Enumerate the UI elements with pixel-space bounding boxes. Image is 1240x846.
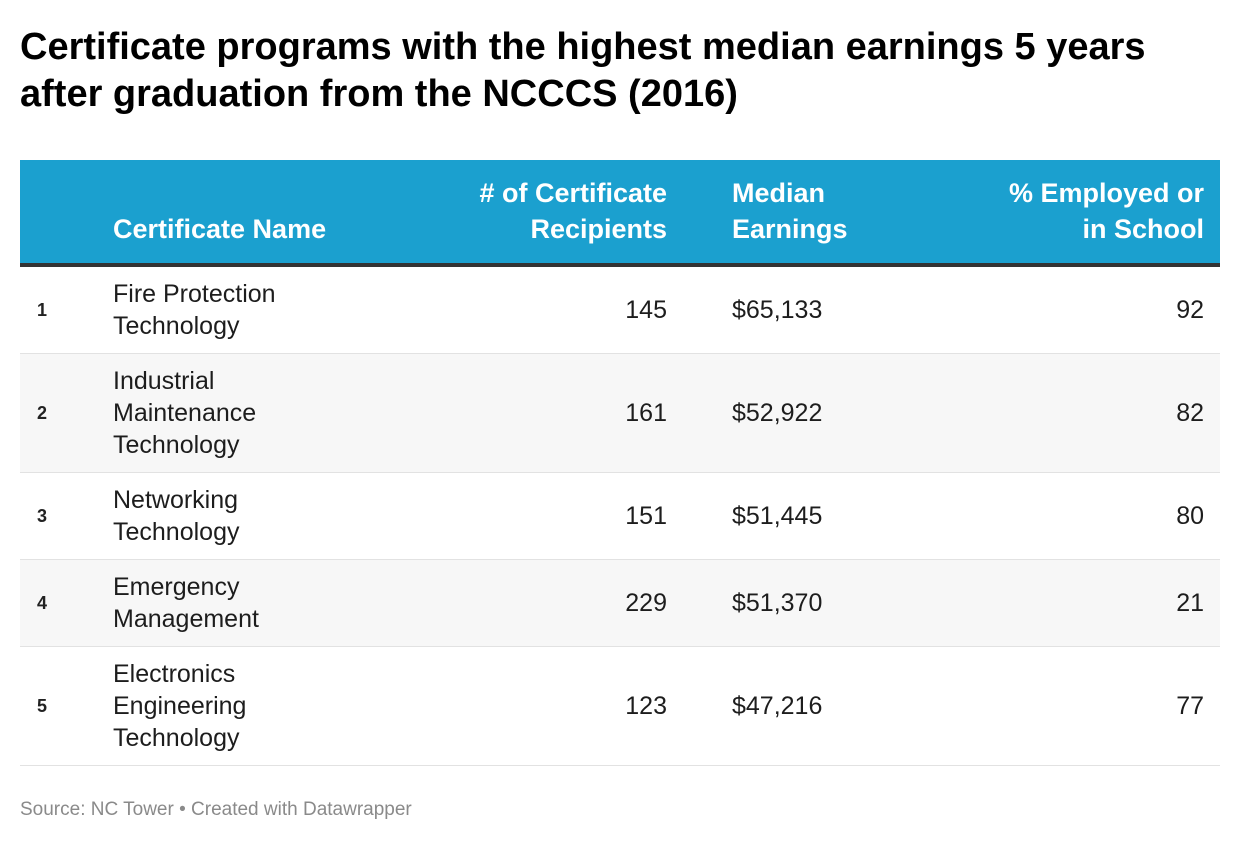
- header-recipients-line-1: # of Certificate: [479, 178, 667, 208]
- row-rank: 1: [37, 300, 48, 320]
- recipients-value: 145: [625, 296, 667, 324]
- data-table: Certificate Name # of Certificate Recipi…: [20, 160, 1220, 766]
- row-rank: 4: [37, 593, 48, 613]
- row-rank: 5: [37, 696, 48, 716]
- median-earnings-value: $52,922: [732, 399, 823, 427]
- header-certificate-name[interactable]: Certificate Name: [113, 214, 327, 244]
- header-median-earnings[interactable]: Median Earnings: [732, 175, 848, 247]
- median-earnings-value: $51,370: [732, 589, 823, 617]
- recipients-value: 151: [625, 502, 667, 530]
- header-recipients-line-2: Recipients: [530, 214, 667, 244]
- certificate-name: Networking Technology: [113, 486, 240, 546]
- chart-title: Certificate programs with the highest me…: [20, 26, 1146, 115]
- row-rank: 2: [37, 403, 48, 423]
- header-employed-line-1: % Employed or: [1008, 178, 1204, 208]
- source-note: Source: NC Tower • Created with Datawrap…: [20, 799, 412, 820]
- employed-percent-value: 21: [1176, 589, 1204, 617]
- recipients-value: 123: [625, 692, 667, 720]
- median-earnings-value: $47,216: [732, 692, 823, 720]
- certificate-name: Fire Protection Technology: [113, 280, 276, 340]
- header-recipients[interactable]: # of Certificate Recipients: [479, 175, 667, 247]
- table-row: 5 Electronics Engineering Technology 123 $47,…: [20, 647, 1220, 766]
- table-row: 3 Networking Technology 151 $51,445 80: [20, 473, 1220, 560]
- header-employed-line-2: in School: [1082, 214, 1205, 244]
- table-row: 1 Fire Protection Technology 145 $65,133 92: [20, 267, 1220, 354]
- table-body: 1 Fire Protection Technology 145 $65,133 92 2 I…: [20, 267, 1220, 766]
- header-earnings-line-1: Median: [732, 178, 826, 208]
- certificate-name: Emergency Management: [113, 573, 259, 633]
- median-earnings-value: $65,133: [732, 296, 823, 324]
- recipients-value: 229: [625, 589, 667, 617]
- header-earnings-line-2: Earnings: [732, 214, 848, 244]
- header-employed[interactable]: % Employed or in School: [1009, 175, 1204, 247]
- certificate-name: Electronics Engineering Technology: [113, 660, 247, 752]
- certificate-name: Industrial Maintenance Technology: [113, 367, 257, 459]
- table-row: 2 Industrial Maintenance Technology 161 $52,9…: [20, 354, 1220, 473]
- median-earnings-value: $51,445: [732, 502, 823, 530]
- employed-percent-value: 82: [1176, 399, 1204, 427]
- table-header: Certificate Name # of Certificate Recipi…: [20, 160, 1220, 267]
- employed-percent-value: 92: [1176, 296, 1204, 324]
- table-row: 4 Emergency Management 229 $51,370 21: [20, 560, 1220, 647]
- employed-percent-value: 77: [1176, 692, 1204, 720]
- recipients-value: 161: [625, 399, 667, 427]
- employed-percent-value: 80: [1176, 502, 1204, 530]
- row-rank: 3: [37, 506, 48, 526]
